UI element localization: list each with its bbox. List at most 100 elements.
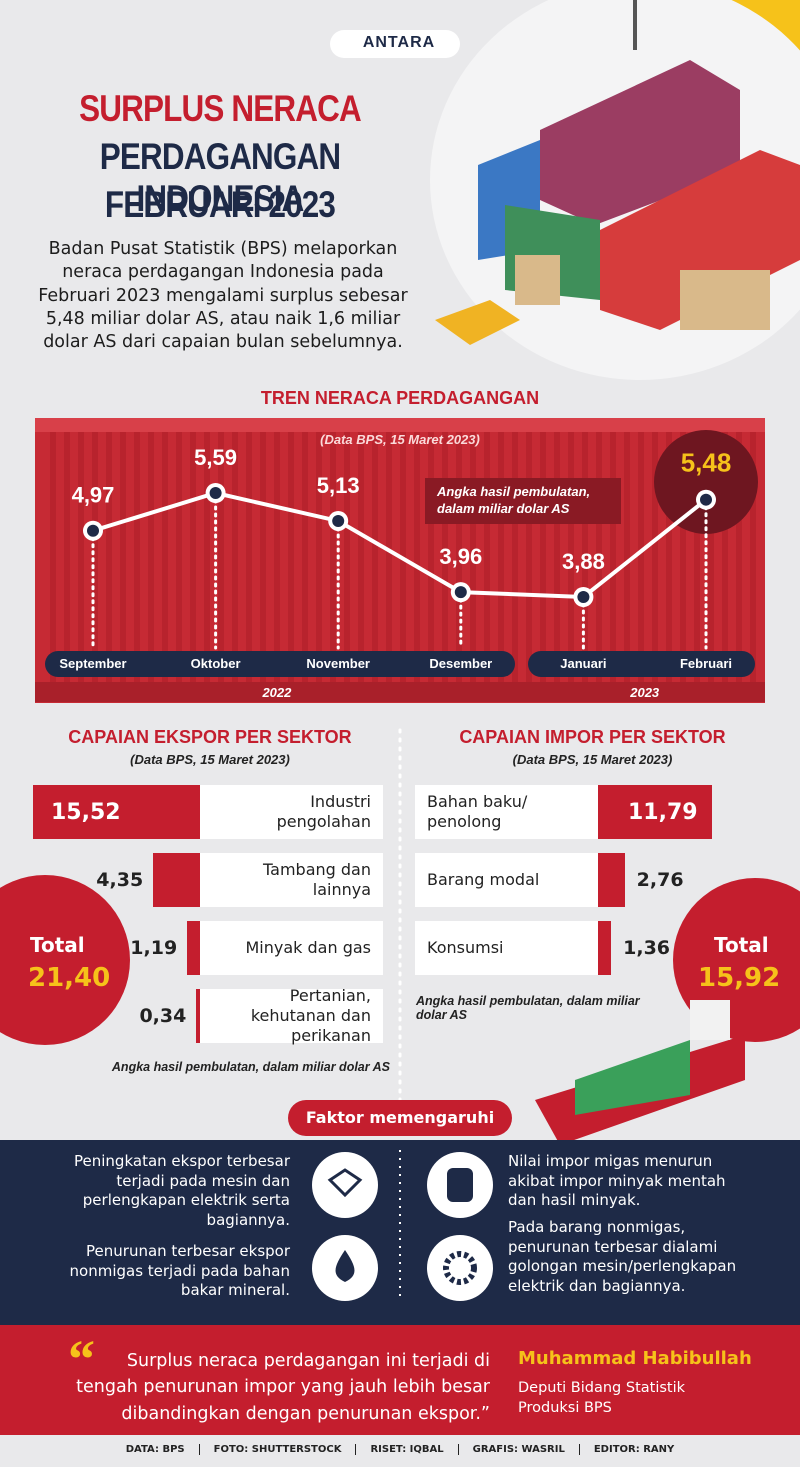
category-box: Bahan baku/ penolong <box>415 785 598 839</box>
point-core <box>577 591 590 603</box>
stripe <box>428 432 434 682</box>
icon-gear <box>427 1235 493 1301</box>
value-label: 1,19 <box>130 937 178 959</box>
stripe <box>372 432 378 682</box>
bar <box>196 989 200 1043</box>
icon-box-shape <box>327 1168 363 1198</box>
year-label: 2023 <box>629 685 660 700</box>
stripe <box>358 432 364 682</box>
category-box: Pertanian, kehutanan dan perikanan <box>200 986 383 1045</box>
chart-subtitle: (Data BPS, 15 Maret 2023) <box>320 432 480 447</box>
credit: DATA: BPS <box>125 1444 185 1455</box>
stripe <box>694 432 700 682</box>
stripe <box>470 432 476 682</box>
point-core <box>332 514 345 527</box>
stripe <box>624 432 630 682</box>
factor-text: Peningkatan ekspor terbesar terjadi pada… <box>74 1152 290 1229</box>
stripe <box>386 432 392 682</box>
stripe <box>148 432 154 682</box>
factor-text: Penurunan terbesar ekspor nonmigas terja… <box>69 1242 290 1299</box>
export-subtitle: (Data BPS, 15 Maret 2023) <box>130 752 290 767</box>
stripe <box>554 432 560 682</box>
stripe <box>64 432 70 682</box>
category-box: Minyak dan gas <box>200 921 383 975</box>
credit: FOTO: SHUTTERSTOCK <box>198 1444 356 1455</box>
x-tick-label: September <box>59 656 126 671</box>
stripe <box>414 432 420 682</box>
annotation: Angka hasil pembulatan, dalam miliar dola… <box>436 484 590 516</box>
quote-role: Deputi Bidang Statistik Produksi BPS <box>518 1380 686 1417</box>
stripe <box>512 432 518 682</box>
stripe <box>652 432 658 682</box>
annotation-box <box>425 478 621 524</box>
highlight-circle <box>654 430 758 534</box>
stripe <box>484 432 490 682</box>
credit: RISET: IQBAL <box>355 1444 457 1455</box>
stripe <box>526 432 532 682</box>
stripe <box>638 432 644 682</box>
import-subtitle: (Data BPS, 15 Maret 2023) <box>512 752 673 767</box>
stripe <box>302 432 308 682</box>
value-label: 0,34 <box>139 1005 187 1027</box>
stripe <box>610 432 616 682</box>
value-label: 5,13 <box>317 473 360 498</box>
stripe <box>204 432 210 682</box>
ship-cargo <box>575 1040 690 1115</box>
x-tick-label: Januari <box>560 656 606 671</box>
category-box: Barang modal <box>415 853 598 907</box>
stripe <box>736 432 742 682</box>
value-label: 4,97 <box>72 483 115 508</box>
icon-drop-shape <box>335 1250 355 1282</box>
category-box: Industri pengolahan <box>200 785 383 839</box>
stripe <box>50 432 56 682</box>
stripe <box>582 432 588 682</box>
factor-text: Pada barang nonmigas, penurunan terbesar… <box>508 1218 737 1295</box>
bar <box>598 785 712 839</box>
stripe <box>120 432 126 682</box>
stripe <box>316 432 322 682</box>
value-label: 5,59 <box>194 445 237 470</box>
year-label: 2022 <box>261 685 292 700</box>
bar <box>153 853 200 907</box>
stripe <box>162 432 168 682</box>
total-label: Total <box>30 933 85 957</box>
forklift <box>435 300 520 345</box>
quote-name: Muhammad Habibullah <box>518 1348 752 1369</box>
point-core <box>454 586 467 599</box>
bar <box>187 921 200 975</box>
brand: ANTARA <box>362 34 436 51</box>
category-pill <box>45 651 515 677</box>
icon-barrel-shape <box>447 1168 473 1202</box>
x-tick-label: Oktober <box>191 656 241 671</box>
point-core <box>87 524 99 537</box>
point-core <box>209 487 222 499</box>
x-tick-label: November <box>306 656 370 671</box>
stripe <box>680 432 686 682</box>
panel-rim <box>35 682 765 702</box>
total-value: 15,92 <box>698 963 781 993</box>
stripe <box>232 432 238 682</box>
category-box: Konsumsi <box>415 921 598 975</box>
total-value: 21,40 <box>28 963 111 993</box>
value-label: 2,76 <box>636 869 684 891</box>
stripe <box>666 432 672 682</box>
container <box>540 60 740 225</box>
value-label: 3,96 <box>439 544 482 569</box>
factors-title: Faktor memengaruhi <box>305 1108 495 1127</box>
stripe <box>190 432 196 682</box>
value-label: 15,52 <box>51 799 121 825</box>
stripes <box>50 432 756 682</box>
stripe <box>750 432 756 682</box>
stripe <box>246 432 252 682</box>
credit: EDITOR: RANY <box>578 1444 688 1455</box>
total-label: Total <box>714 933 769 957</box>
quote-band <box>0 1325 800 1435</box>
stripe <box>708 432 714 682</box>
point-core <box>700 493 712 506</box>
stripe <box>456 432 462 682</box>
stripe <box>330 432 336 682</box>
quote-text: Surplus neraca perdagangan ini terjadi d… <box>76 1351 490 1424</box>
stripe <box>568 432 574 682</box>
value-label: 3,88 <box>562 549 605 574</box>
